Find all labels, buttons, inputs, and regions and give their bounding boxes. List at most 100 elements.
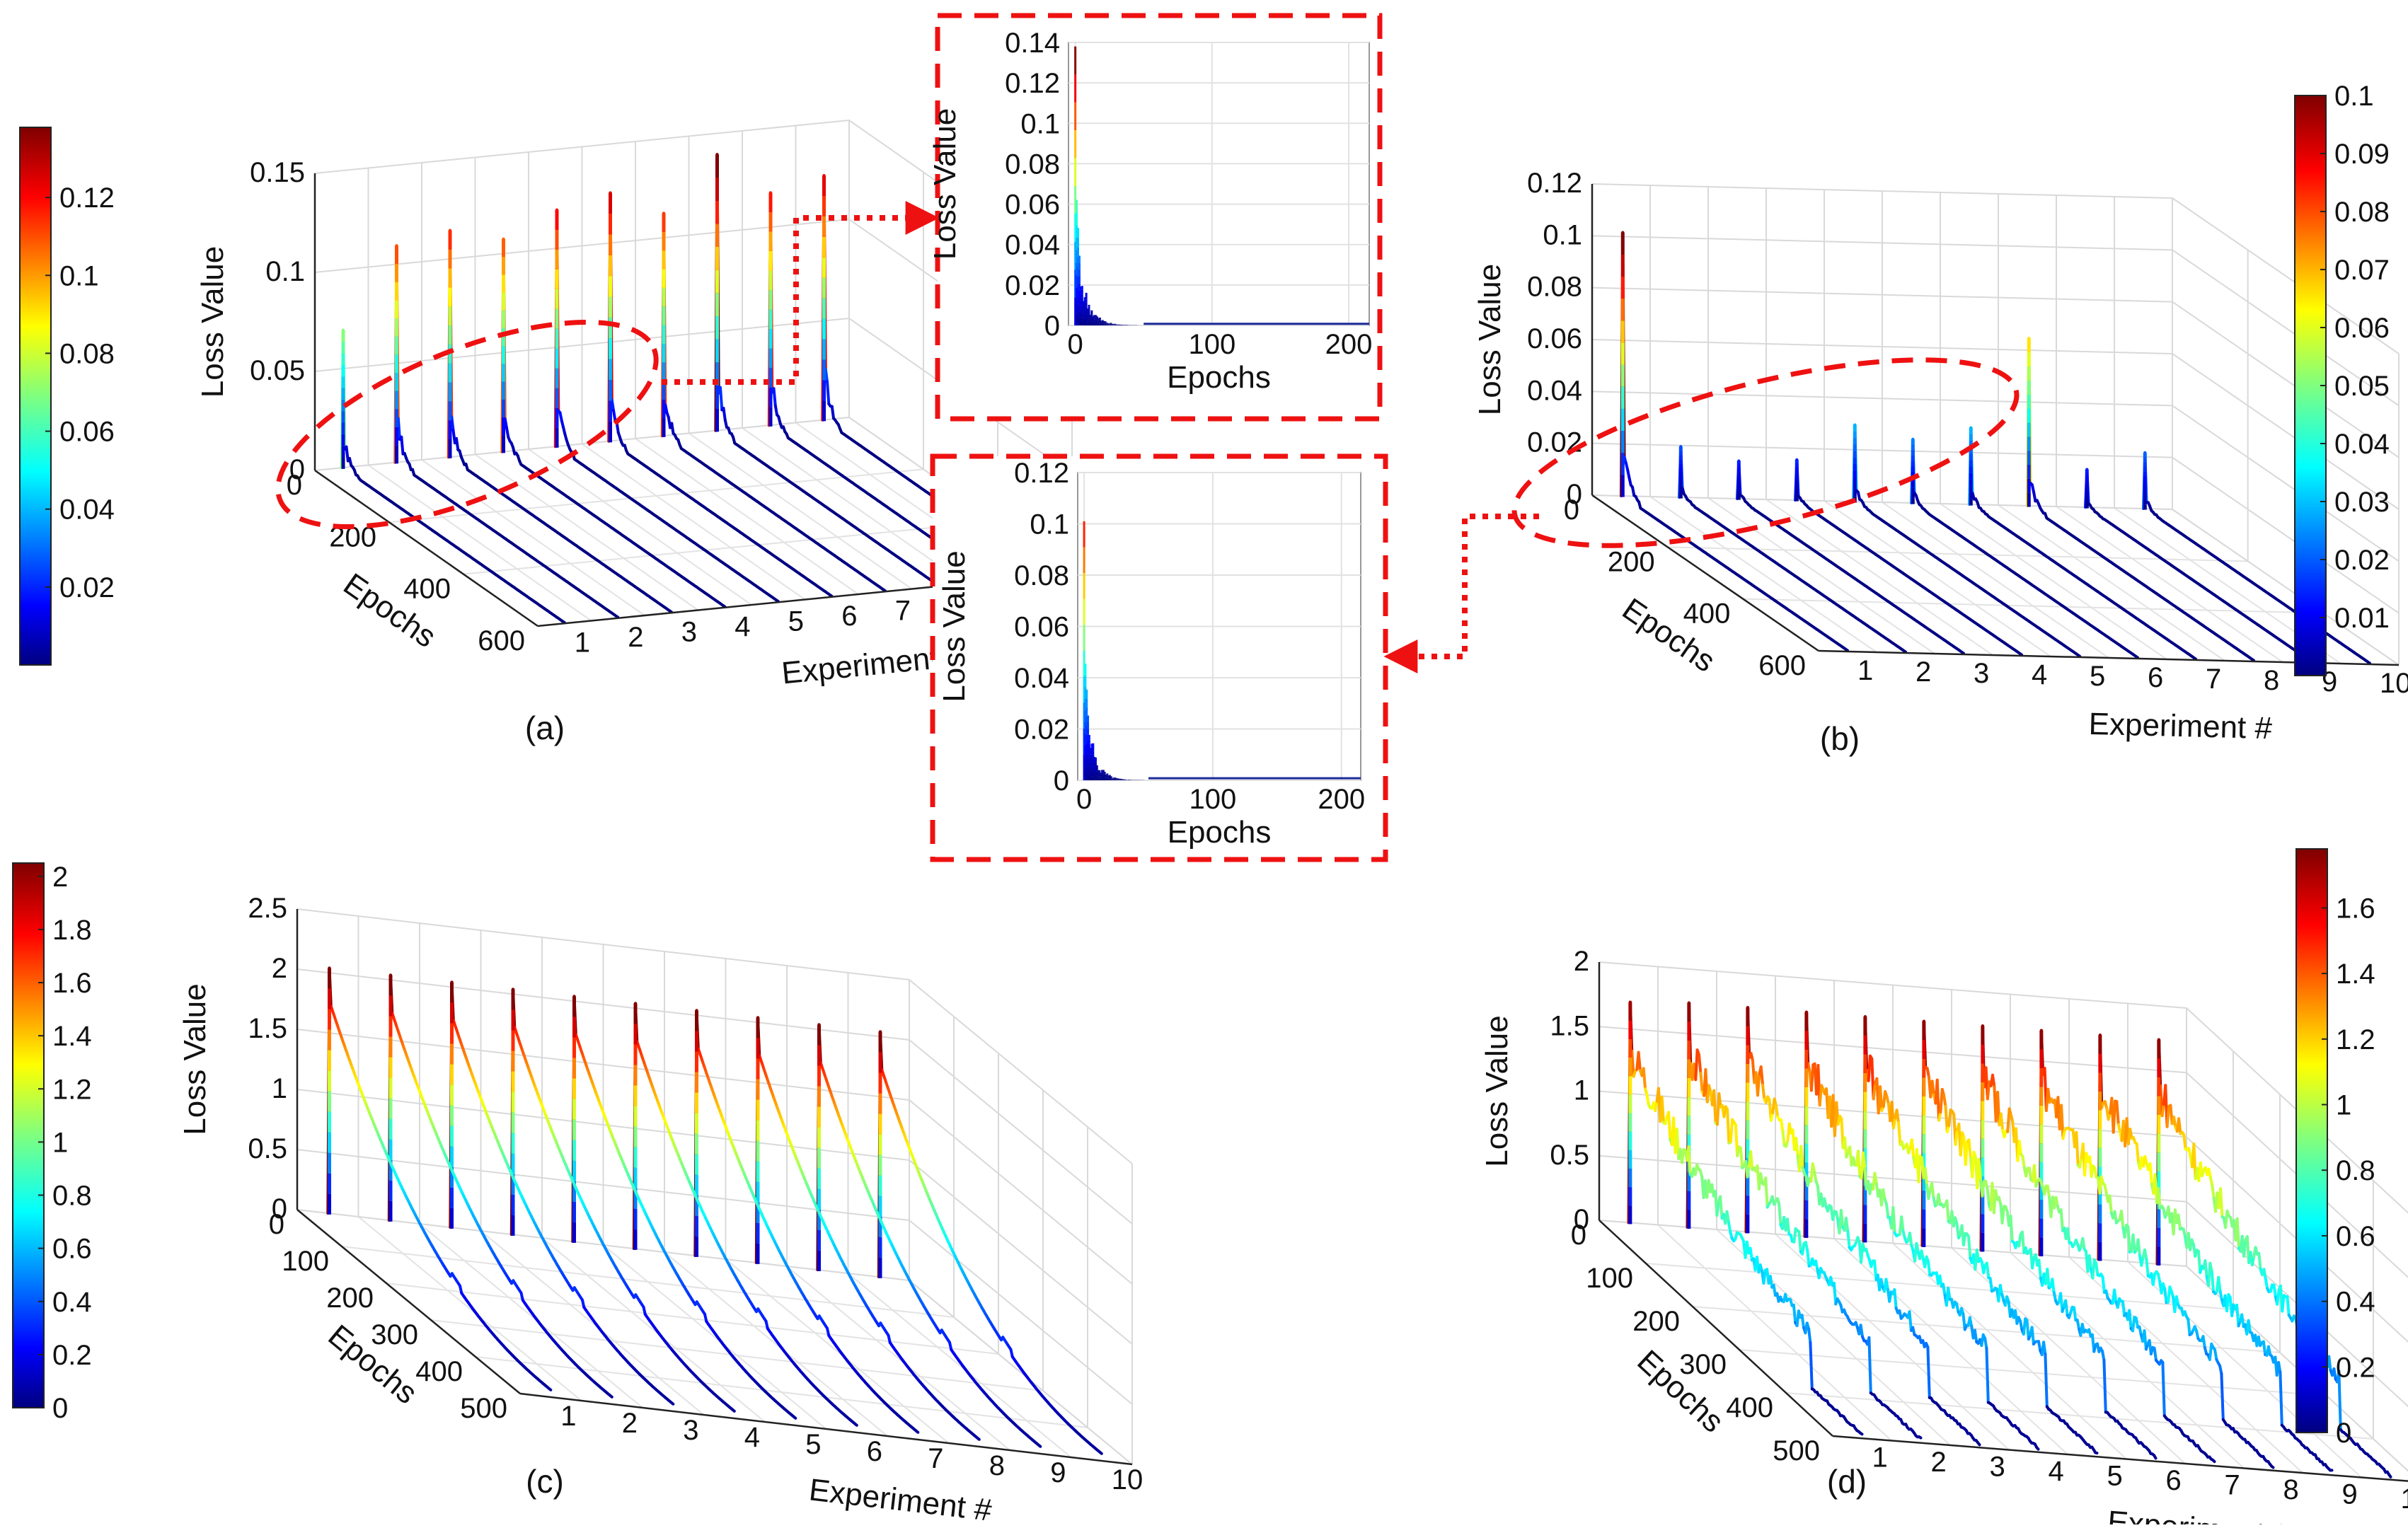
series-line-exp-10 (2167, 1106, 2169, 1127)
series-line-exp-10 (2220, 1188, 2222, 1217)
colorbar-tick-label: 1.4 (52, 1021, 92, 1052)
colorbar-tick-label: 1.6 (52, 968, 92, 999)
y-tick-label: 3 (683, 1415, 698, 1446)
x-tick-label: 500 (460, 1393, 507, 1424)
z-tick-label: 0.08 (1527, 272, 1582, 303)
series-line-exp-10 (2162, 1104, 2164, 1116)
y-tick-label: 10 (1112, 1464, 1143, 1495)
z-tick-label: 0.12 (1527, 168, 1582, 199)
colorbar-tick-label: 0.07 (2334, 255, 2390, 286)
grid-line (1786, 1393, 2373, 1439)
colorbar-tick-label: 1.2 (52, 1074, 92, 1105)
colorbar-tick-label: 0.06 (59, 417, 115, 448)
series-line-exp-10 (1100, 1452, 1102, 1454)
z-tick-label: 2.5 (248, 893, 287, 924)
y-tick-label: 6 (841, 601, 857, 632)
grid-line (1592, 184, 2399, 354)
series-line-exp-2 (611, 1396, 612, 1397)
x-tick-label: 200 (326, 1283, 374, 1314)
y-tick-label: 7 (895, 595, 911, 626)
y-tick-label: 5 (805, 1429, 821, 1460)
x-tick-label: 600 (1758, 650, 1806, 681)
series-line-exp-7 (884, 590, 885, 591)
grid-line (1708, 498, 1935, 654)
series-line-exp-10 (827, 381, 829, 404)
series-line-exp-10 (832, 407, 834, 419)
series-line-exp-4 (733, 1410, 735, 1411)
grid-line (787, 1266, 1010, 1450)
colorbar-tick-label: 0.09 (2334, 139, 2390, 170)
series-line-exp-5 (794, 1417, 795, 1418)
colorbar-tick-label: 1.8 (52, 915, 92, 946)
grid-line (342, 1246, 954, 1317)
series-line-exp-10 (2184, 1135, 2185, 1149)
series-line-exp-3 (456, 439, 458, 450)
z-tick-label: 1.5 (248, 1013, 287, 1044)
y-tick-label: 4 (2032, 659, 2047, 690)
z-tick-label: 0.1 (265, 256, 305, 287)
series-line-exp-10 (2368, 662, 2370, 664)
colorbar-tick-label: 0.4 (52, 1287, 92, 1318)
y-tick-label: 8 (989, 1450, 1005, 1481)
grid-line (2056, 507, 2283, 662)
grid-line (1592, 444, 2399, 613)
grid-line (297, 909, 1132, 1164)
series-line-exp-2 (616, 616, 618, 618)
series-line-exp-2 (1904, 651, 1906, 652)
colorbar (13, 863, 44, 1408)
series-line-exp-5 (2078, 655, 2080, 656)
panel-label: (b) (1820, 720, 1860, 757)
series-line-exp-1 (563, 622, 565, 623)
series-line-exp-10 (2274, 1285, 2276, 1297)
y-tick-label: 5 (788, 606, 804, 637)
series-line-exp-6 (613, 410, 615, 420)
series-line-exp-7 (672, 424, 673, 434)
z-tick-label: 0.04 (1527, 375, 1582, 406)
x-tick-label: 200 (1608, 546, 1655, 577)
y-tick-label: 5 (2090, 661, 2105, 692)
z-axis-label: Loss Value (178, 983, 212, 1135)
colorbar-tick-label: 0.02 (2334, 545, 2390, 576)
grid-line (1599, 1026, 2408, 1288)
grid-line (386, 1283, 998, 1354)
grid-line (1766, 499, 1993, 655)
grid-line (848, 1273, 1071, 1457)
colorbar-tick-label: 0.05 (2334, 371, 2390, 402)
grid-line (1882, 502, 2109, 658)
x-tick-label: 600 (478, 625, 525, 656)
colorbar-tick-label: 0.01 (2334, 603, 2390, 634)
series-line-exp-10 (2259, 1254, 2260, 1269)
colorbar-tick-label: 0.2 (52, 1340, 92, 1371)
x-tick-label: 0 (269, 1209, 284, 1240)
y-tick-label: 4 (735, 611, 750, 642)
z-tick-label: 1 (272, 1073, 287, 1104)
series-line-exp-2 (398, 419, 400, 440)
y-tick-label: 3 (1974, 658, 1989, 689)
y-tick-label: 3 (681, 616, 697, 647)
y-tick-label: 6 (2148, 662, 2163, 693)
x-tick-label: 400 (1683, 598, 1731, 630)
series-line-exp-10 (826, 369, 827, 381)
colorbar-tick-label: 0 (52, 1393, 68, 1424)
x-tick-label: 0 (287, 470, 302, 501)
series-line-exp-6 (856, 1424, 857, 1425)
grid-line (726, 1259, 949, 1443)
series-line-exp-10 (2266, 1278, 2267, 1288)
colorbar-tick-label: 0.1 (59, 260, 99, 291)
colorbar-tick-label: 2 (52, 862, 68, 893)
y-tick-label: 1 (560, 1401, 576, 1432)
series-line-exp-5 (777, 601, 778, 602)
series-line-exp-10 (2179, 1118, 2180, 1133)
z-tick-label: 0.1 (1543, 219, 1582, 250)
grid-line (542, 1238, 765, 1422)
series-line-exp-1 (549, 1389, 551, 1390)
y-tick-label: 10 (2380, 668, 2408, 699)
y-tick-label: 8 (2264, 665, 2279, 696)
colorbar-tick-label: 0.08 (2334, 197, 2390, 228)
grid-line (1998, 505, 2225, 661)
grid-line (431, 1320, 1043, 1391)
grid-line (1599, 962, 2408, 1224)
